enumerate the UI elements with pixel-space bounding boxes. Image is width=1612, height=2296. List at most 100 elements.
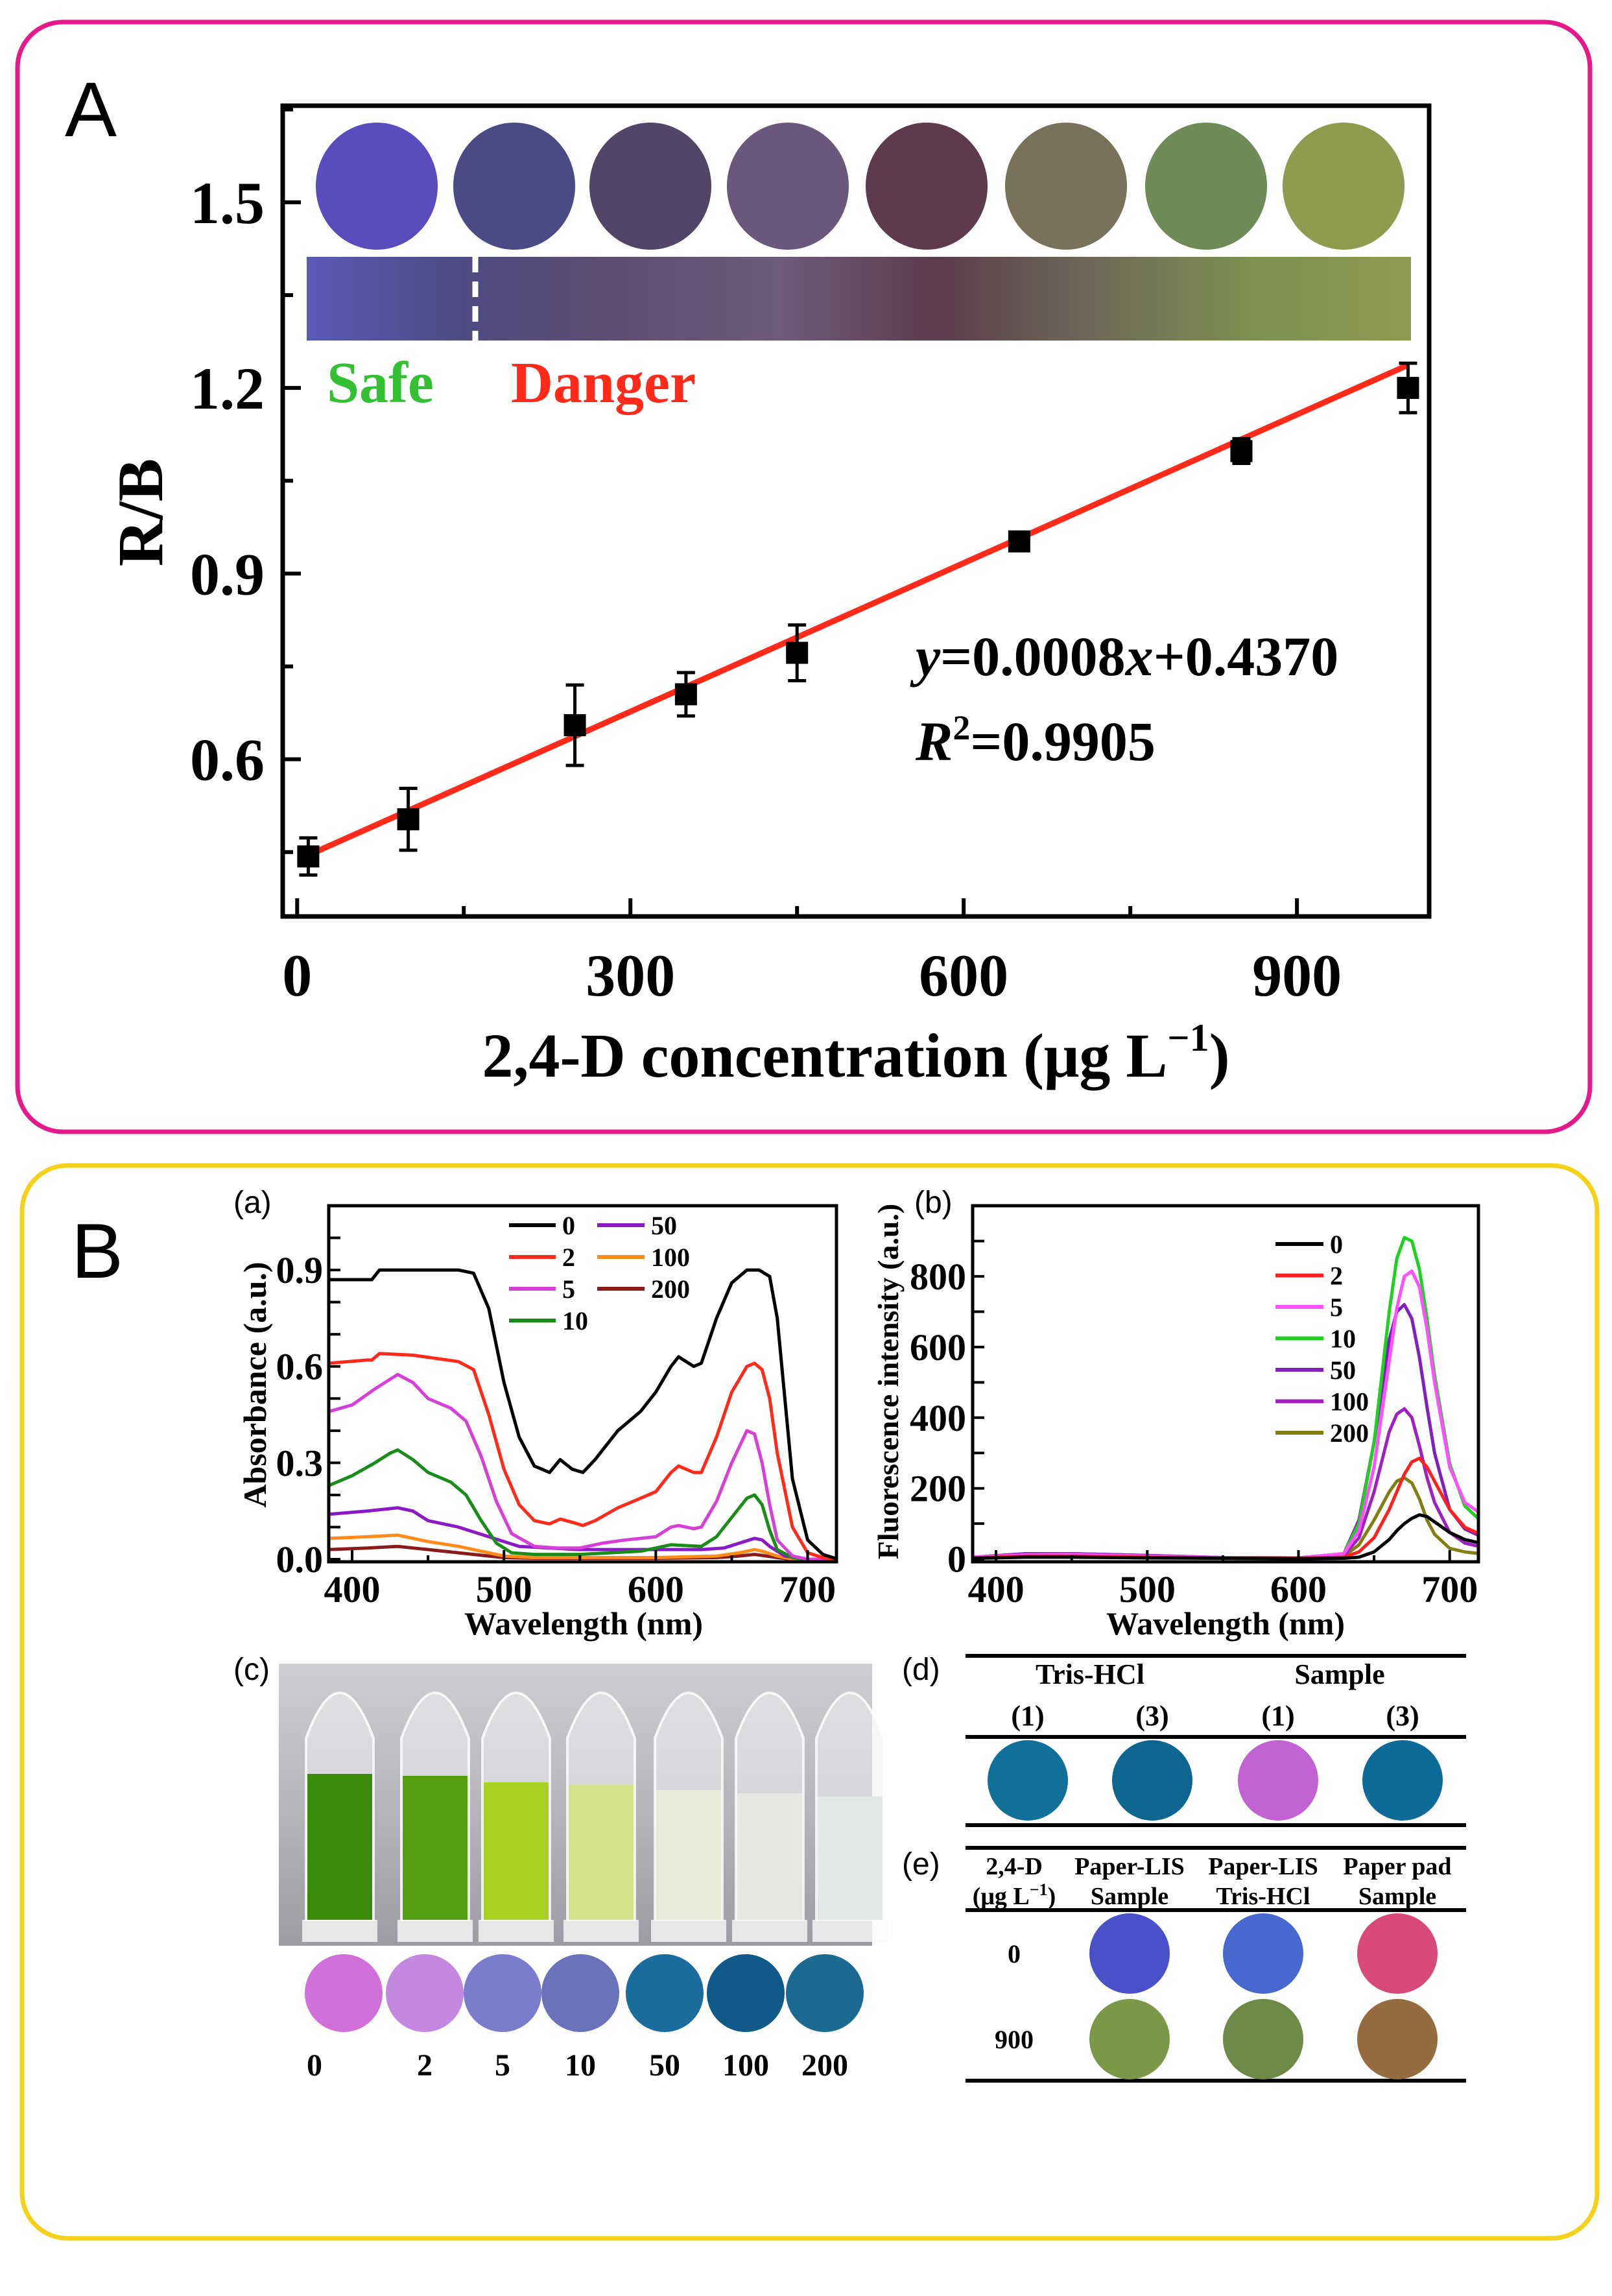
fit-equation: y=0.0008x+0.4370 [910,625,1338,688]
legend-label: 200 [1330,1418,1369,1448]
y-tick-label: 1.2 [190,355,265,422]
tube-cap [563,1920,639,1942]
y-tick-label: 0.6 [190,727,265,793]
y-tick-label: 200 [910,1468,966,1510]
tube-liquid [484,1782,549,1920]
paper-spot [786,1954,864,2032]
fit-line [307,362,1410,858]
paper-spot [988,1740,1068,1821]
color-swatch [1145,123,1267,250]
tube-cap [651,1920,726,1942]
paper-spot [541,1954,619,2032]
color-swatch [589,123,711,250]
series-line-0 [329,1268,836,1561]
equation-x: x [1124,625,1154,688]
color-swatch [316,123,438,250]
x-tick-label: 300 [586,942,675,1009]
color-swatch [1283,123,1405,250]
series-line-100 [973,1407,1478,1560]
legend-label: 5 [1330,1293,1343,1322]
paper-spot [1357,1913,1438,1994]
x-tick-label: 600 [1270,1568,1327,1610]
legend-label: 10 [562,1306,588,1335]
y-tick-label: 0.9 [276,1249,324,1291]
equation-y: y [910,625,941,688]
equation-mid: =0.0008 [940,625,1126,688]
series-line-100 [329,1533,836,1561]
legend-label: 100 [1330,1387,1369,1417]
tube-cap [397,1920,473,1942]
tube-cap [302,1920,377,1942]
col-header-unit: (μg L−1) [973,1880,1056,1910]
series-line-5 [973,1269,1478,1560]
x-axis-label-fluorescence: Wavelength (nm) [1106,1605,1345,1642]
x-label-sup: −1 [1167,1016,1209,1059]
paper-spot [464,1954,541,2032]
col-header: Sample [1091,1883,1168,1910]
concentration-label: 0 [307,2048,322,2083]
legend-label: 5 [562,1274,575,1304]
row-label: 0 [1008,1939,1021,1968]
paper-spot [305,1954,383,2032]
data-point [674,683,697,706]
r2-r: R [915,710,953,772]
row-label: 900 [995,2025,1034,2054]
equation-rest: +0.4370 [1154,625,1339,688]
plot-frame [327,1204,838,1564]
paper-spot [1089,1999,1170,2079]
paper-spot [1223,1913,1303,1994]
tube-liquid [656,1790,721,1920]
plot-frame [971,1204,1480,1564]
data-point [297,845,320,868]
y-axis-label-absorbance: Absorbance (a.u.) [237,1262,273,1507]
subpanel-b-label: (b) [914,1186,953,1220]
panel-b-label: B [71,1208,123,1295]
x-tick-label: 400 [968,1568,1025,1610]
r2-sup: 2 [953,708,970,747]
tube-cap [479,1920,554,1942]
concentration-label: 200 [801,2048,848,2083]
tube-liquid [818,1797,883,1920]
tube-liquid [403,1776,468,1920]
y-tick-label: 0.0 [276,1538,324,1581]
x-tick-label: 500 [1119,1568,1176,1610]
concentration-label: 2 [417,2048,433,2083]
subpanel-a-label: (a) [233,1186,272,1220]
y-axis-label-a: R/B [104,459,176,567]
legend-label: 100 [651,1243,690,1272]
series-line-50 [329,1506,836,1561]
y-tick-label: 0.3 [276,1442,324,1484]
data-point [1397,377,1419,400]
subpanel-c-label: (c) [233,1653,270,1687]
color-gradient-bar [307,257,1411,341]
legend-label: 0 [562,1211,575,1240]
x-label-end: ) [1209,1021,1230,1090]
tube-liquid [737,1793,802,1920]
series-line-50 [973,1303,1478,1560]
tube-row [302,1692,888,1942]
legend-label: 200 [651,1274,690,1304]
panel-a-border [15,19,1593,1134]
col-header: Paper-LIS [1208,1853,1318,1880]
plot-frame [280,103,1432,919]
col-header: Tris-HCl [1216,1883,1310,1910]
y-axis-label-fluorescence: Fluorescence intensity (a.u.) [871,1204,905,1560]
series-line-2 [973,1456,1478,1561]
paper-spot [1223,1999,1303,2079]
concentration-label: 100 [722,2048,769,2083]
y-tick-label: 1.5 [190,170,265,236]
x-label-main: 2,4-D concentration (μg L [482,1021,1167,1090]
x-axis-label-a: 2,4-D concentration (μg L−1) [482,1016,1229,1090]
x-tick-label: 500 [476,1568,532,1610]
color-swatch [727,123,849,250]
paper-spot [626,1954,704,2032]
paper-spot [386,1954,464,2032]
legend-label: 50 [651,1211,677,1240]
color-swatch [453,123,575,250]
r2-rest: =0.9905 [970,710,1156,772]
legend-label: 50 [1330,1356,1356,1385]
paper-spot [1238,1740,1318,1821]
color-swatch [866,123,988,250]
data-point [563,714,586,737]
